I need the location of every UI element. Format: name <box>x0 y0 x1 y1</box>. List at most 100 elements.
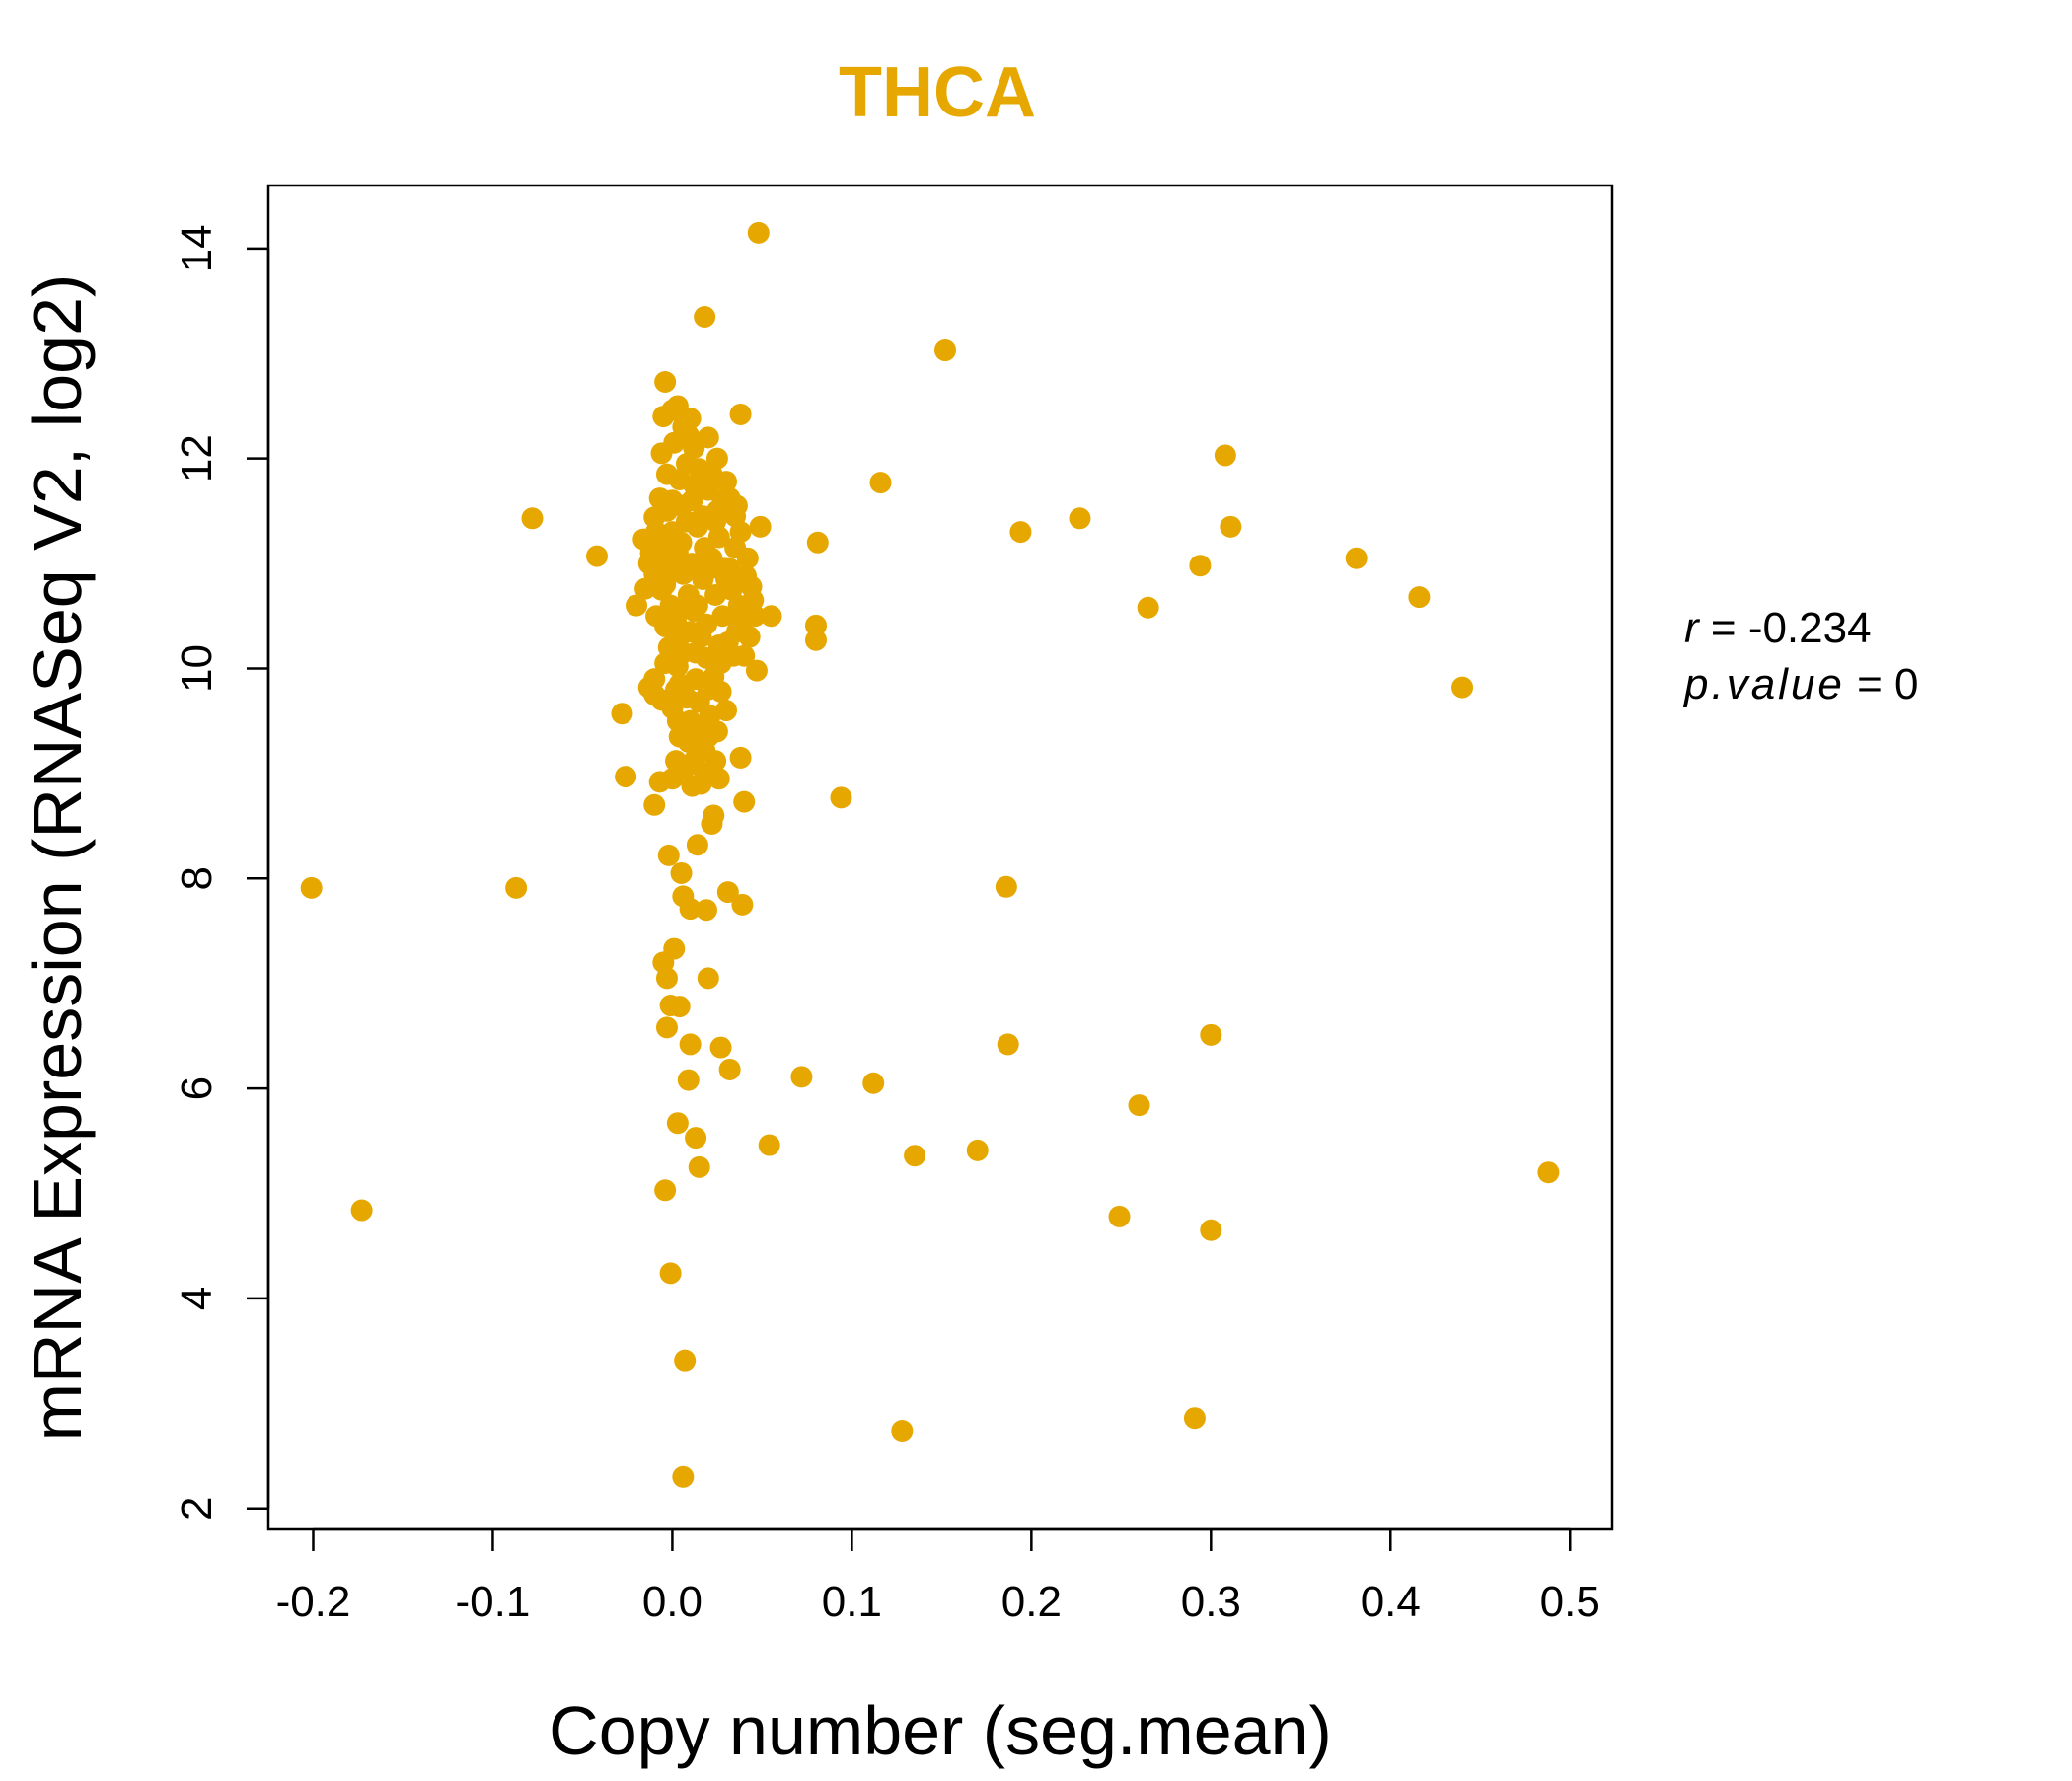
data-point <box>665 678 688 701</box>
data-point <box>715 568 738 591</box>
data-point <box>729 521 752 544</box>
data-point <box>997 1033 1019 1056</box>
chart-title: THCA <box>839 53 1036 132</box>
x-tick-label: 0.1 <box>822 1578 882 1626</box>
data-point <box>709 1036 732 1059</box>
data-point <box>585 545 608 567</box>
data-point <box>1183 1407 1206 1430</box>
data-point <box>758 1134 780 1156</box>
stats-annotation: r = -0.234 p.value = 0 <box>1682 604 1919 708</box>
data-point <box>681 775 703 797</box>
x-tick-label: -0.1 <box>456 1578 531 1626</box>
data-point <box>733 790 756 813</box>
data-point <box>704 510 727 533</box>
data-point <box>655 1016 678 1039</box>
plot-frame <box>266 184 1614 1531</box>
data-point <box>695 899 717 922</box>
data-point <box>666 1112 689 1135</box>
data-point <box>711 605 734 628</box>
data-point <box>904 1145 926 1167</box>
data-point <box>677 424 700 447</box>
data-point <box>679 898 702 921</box>
data-point <box>891 1419 914 1442</box>
data-point <box>736 547 759 569</box>
data-point <box>729 746 752 769</box>
data-point <box>804 629 827 651</box>
data-point <box>701 812 723 835</box>
data-point <box>350 1199 373 1222</box>
data-point <box>1214 444 1236 467</box>
data-point <box>1108 1205 1131 1227</box>
x-tick-label: 0.2 <box>1001 1578 1062 1626</box>
y-tick-label: 8 <box>173 866 221 890</box>
x-tick-label: -0.2 <box>276 1578 351 1626</box>
data-point <box>677 1069 700 1091</box>
data-point <box>725 494 748 517</box>
x-axis: -0.2 -0.1 0.0 0.1 0.2 0.3 0.4 0.5 <box>276 1527 1600 1626</box>
data-point <box>1189 555 1212 577</box>
p-label: p.value <box>1682 660 1845 708</box>
data-point <box>611 703 633 725</box>
data-point <box>626 594 648 617</box>
data-point <box>1009 521 1032 544</box>
data-point <box>707 768 730 790</box>
data-point <box>695 613 717 635</box>
data-point <box>677 730 700 753</box>
data-point <box>704 583 727 606</box>
svg-text:p.value = 0: p.value = 0 <box>1682 660 1919 708</box>
x-axis-label: Copy number (seg.mean) <box>549 1692 1332 1769</box>
data-point <box>694 306 716 329</box>
data-point <box>654 1179 677 1202</box>
data-point <box>830 786 852 809</box>
data-point <box>718 1058 741 1080</box>
data-point <box>668 996 691 1018</box>
data-point <box>699 705 721 727</box>
data-point <box>701 463 723 485</box>
data-point <box>666 709 689 732</box>
data-point <box>505 876 528 899</box>
y-tick-label: 10 <box>173 644 221 693</box>
data-point <box>806 531 829 554</box>
data-point <box>694 537 716 559</box>
data-point <box>862 1072 885 1094</box>
svg-text:r = -0.234: r = -0.234 <box>1684 604 1872 652</box>
x-tick-label: 0.5 <box>1540 1578 1600 1626</box>
data-point <box>1200 1023 1222 1046</box>
data-point <box>703 665 725 688</box>
data-point <box>1451 676 1474 699</box>
r-value: -0.234 <box>1748 604 1872 652</box>
y-tick-label: 4 <box>173 1287 221 1310</box>
data-point <box>683 474 705 496</box>
data-point <box>615 766 637 788</box>
r-label: r <box>1684 604 1701 652</box>
data-point <box>672 1465 695 1488</box>
data-point <box>655 463 678 485</box>
data-point <box>716 881 739 904</box>
data-point <box>1200 1219 1222 1241</box>
data-point <box>685 641 707 664</box>
data-point <box>790 1066 813 1088</box>
r-equals: = <box>1699 604 1748 652</box>
y-axis-label: mRNA Expression (RNASeq V2, log2) <box>19 274 96 1442</box>
data-point <box>685 1127 707 1150</box>
data-point <box>686 834 708 856</box>
p-value: 0 <box>1894 660 1918 708</box>
data-point <box>995 875 1017 898</box>
data-point <box>745 659 768 682</box>
data-point <box>729 403 752 425</box>
data-point <box>661 557 684 580</box>
data-point <box>300 876 323 899</box>
data-point <box>1220 515 1242 538</box>
p-equals: = <box>1845 660 1894 708</box>
x-tick-label: 0.3 <box>1181 1578 1241 1626</box>
data-point <box>1137 596 1159 619</box>
data-point <box>722 644 745 667</box>
data-points <box>300 221 1560 1488</box>
data-point <box>731 893 754 916</box>
data-point <box>681 553 703 575</box>
data-point <box>654 370 677 393</box>
data-point <box>670 861 693 884</box>
data-point <box>760 605 782 628</box>
